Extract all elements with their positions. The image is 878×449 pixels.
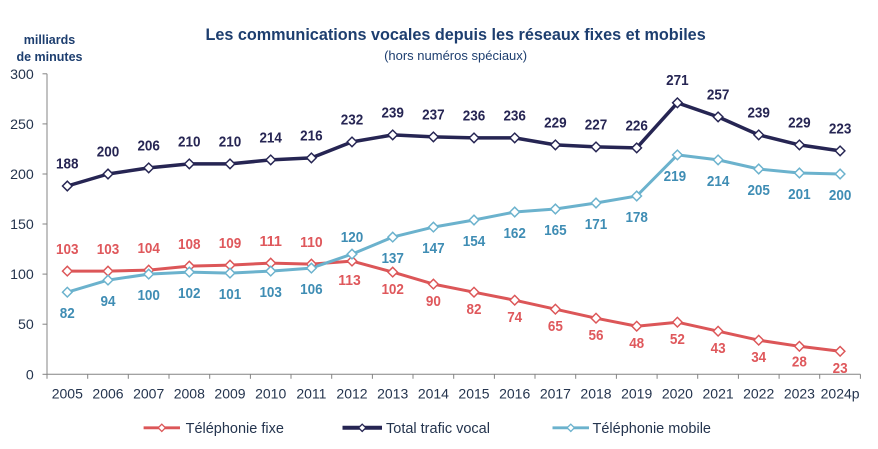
svg-text:210: 210 <box>178 133 201 150</box>
svg-text:2008: 2008 <box>174 386 205 402</box>
svg-text:103: 103 <box>56 241 79 258</box>
svg-text:300: 300 <box>10 67 34 83</box>
svg-text:2011: 2011 <box>296 386 326 402</box>
svg-text:82: 82 <box>467 301 482 318</box>
svg-text:229: 229 <box>544 114 567 131</box>
svg-text:Total trafic vocal: Total trafic vocal <box>386 421 490 437</box>
svg-text:108: 108 <box>178 236 201 253</box>
svg-text:111: 111 <box>259 233 282 250</box>
svg-text:94: 94 <box>101 293 117 310</box>
svg-text:200: 200 <box>10 167 34 183</box>
svg-text:257: 257 <box>707 86 730 103</box>
svg-text:113: 113 <box>338 272 361 289</box>
svg-text:2014: 2014 <box>418 386 449 402</box>
svg-text:Téléphonie fixe: Téléphonie fixe <box>186 421 284 437</box>
svg-text:236: 236 <box>463 107 486 124</box>
svg-text:223: 223 <box>829 120 852 137</box>
svg-text:188: 188 <box>56 155 79 172</box>
svg-text:100: 100 <box>10 267 34 283</box>
svg-text:48: 48 <box>629 335 644 352</box>
svg-text:0: 0 <box>26 367 34 383</box>
svg-text:165: 165 <box>544 222 567 239</box>
svg-text:200: 200 <box>97 143 120 160</box>
svg-text:Les communications vocales dep: Les communications vocales depuis les ré… <box>205 26 705 44</box>
svg-text:2017: 2017 <box>540 386 571 402</box>
svg-text:90: 90 <box>426 293 441 310</box>
svg-text:206: 206 <box>137 137 160 154</box>
svg-text:104: 104 <box>137 240 160 257</box>
svg-text:(hors numéros spéciaux): (hors numéros spéciaux) <box>384 48 527 63</box>
svg-text:34: 34 <box>751 349 767 366</box>
svg-text:214: 214 <box>707 173 730 190</box>
svg-text:120: 120 <box>341 229 364 246</box>
svg-text:Téléphonie mobile: Téléphonie mobile <box>593 421 712 437</box>
svg-text:150: 150 <box>10 217 34 233</box>
svg-text:219: 219 <box>664 168 687 185</box>
svg-text:2007: 2007 <box>133 386 164 402</box>
svg-text:171: 171 <box>585 216 608 233</box>
svg-text:103: 103 <box>97 241 120 258</box>
svg-text:2020: 2020 <box>662 386 693 402</box>
svg-text:52: 52 <box>670 331 685 348</box>
svg-text:137: 137 <box>381 250 404 267</box>
svg-text:106: 106 <box>300 281 323 298</box>
svg-text:250: 250 <box>10 117 34 133</box>
svg-text:214: 214 <box>259 129 282 146</box>
svg-text:232: 232 <box>341 111 364 128</box>
svg-text:236: 236 <box>503 107 526 124</box>
svg-text:237: 237 <box>422 106 445 123</box>
svg-text:239: 239 <box>381 104 404 121</box>
svg-text:65: 65 <box>548 318 563 335</box>
svg-text:229: 229 <box>788 114 811 131</box>
svg-text:226: 226 <box>625 117 648 134</box>
svg-text:210: 210 <box>219 133 242 150</box>
svg-text:109: 109 <box>219 235 242 252</box>
svg-text:216: 216 <box>300 127 323 144</box>
svg-text:28: 28 <box>792 353 807 370</box>
svg-text:100: 100 <box>137 287 160 304</box>
svg-text:201: 201 <box>788 186 811 203</box>
svg-text:110: 110 <box>300 234 323 251</box>
svg-text:2009: 2009 <box>214 386 245 402</box>
svg-text:154: 154 <box>463 233 486 250</box>
svg-text:102: 102 <box>178 285 201 302</box>
svg-text:74: 74 <box>507 309 523 326</box>
svg-text:2016: 2016 <box>499 386 530 402</box>
svg-text:178: 178 <box>625 209 648 226</box>
svg-text:162: 162 <box>503 225 526 242</box>
svg-text:2012: 2012 <box>336 386 367 402</box>
svg-text:2015: 2015 <box>458 386 489 402</box>
svg-text:23: 23 <box>833 360 848 377</box>
svg-text:101: 101 <box>219 286 242 303</box>
svg-text:56: 56 <box>589 327 604 344</box>
svg-text:205: 205 <box>747 182 770 199</box>
svg-text:2018: 2018 <box>580 386 611 402</box>
svg-text:milliards: milliards <box>24 33 75 47</box>
svg-text:271: 271 <box>666 72 689 89</box>
svg-text:2022: 2022 <box>743 386 774 402</box>
svg-text:2005: 2005 <box>52 386 83 402</box>
svg-text:2010: 2010 <box>255 386 286 402</box>
svg-text:200: 200 <box>829 187 852 204</box>
svg-text:50: 50 <box>18 317 34 333</box>
svg-text:2024p: 2024p <box>821 386 860 402</box>
svg-text:2023: 2023 <box>784 386 815 402</box>
svg-text:2019: 2019 <box>621 386 652 402</box>
svg-text:2021: 2021 <box>703 386 734 402</box>
svg-text:103: 103 <box>259 284 282 301</box>
svg-text:2006: 2006 <box>92 386 123 402</box>
svg-text:147: 147 <box>422 240 445 257</box>
svg-text:43: 43 <box>711 340 726 357</box>
svg-text:102: 102 <box>381 281 404 298</box>
svg-text:de minutes: de minutes <box>17 50 83 64</box>
svg-text:82: 82 <box>60 305 75 322</box>
svg-text:227: 227 <box>585 116 608 133</box>
svg-text:2013: 2013 <box>377 386 408 402</box>
svg-text:239: 239 <box>747 104 770 121</box>
